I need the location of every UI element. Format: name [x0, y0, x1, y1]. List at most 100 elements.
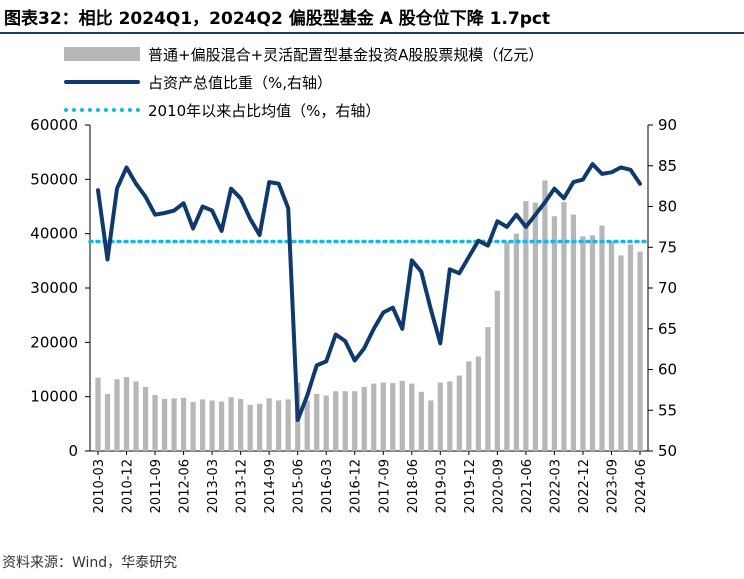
bar [456, 375, 462, 451]
bar [390, 383, 396, 451]
bar [247, 404, 253, 451]
bar [380, 382, 386, 451]
x-tick-label: 2021-06 [520, 459, 535, 513]
bar [114, 379, 120, 451]
bar [466, 361, 472, 451]
right-tick-label: 50 [658, 442, 677, 460]
axes [85, 124, 653, 455]
x-tick-label: 2018-06 [406, 459, 421, 513]
legend: 普通+偏股混合+灵活配置型基金投资A股股票规模（亿元） 占资产总值比重（%,右轴… [64, 40, 543, 124]
legend-swatch-avg [64, 108, 140, 112]
legend-label-avg: 2010年以来占比均值（%，右轴） [148, 101, 381, 120]
bar [266, 398, 272, 451]
bar [627, 244, 634, 451]
bar [361, 386, 367, 451]
left-tick-label: 0 [68, 442, 78, 460]
legend-label-bar: 普通+偏股混合+灵活配置型基金投资A股股票规模（亿元） [148, 45, 544, 64]
bar-series [95, 180, 643, 452]
bar [608, 240, 615, 451]
bar [532, 202, 539, 451]
bar [209, 400, 215, 451]
bar [171, 398, 177, 451]
x-tick-label: 2011-09 [149, 459, 164, 513]
x-tick-label: 2013-03 [206, 459, 221, 513]
bar [542, 180, 548, 452]
x-tick-label: 2010-03 [92, 459, 107, 513]
tick-labels: 0 10000 20000 30000 40000 50000 60000 50 55 60 65 7… [30, 116, 677, 513]
bar [399, 380, 405, 451]
bar [285, 399, 291, 451]
bar [494, 290, 500, 451]
bar [551, 216, 558, 451]
bar [304, 400, 310, 451]
legend-swatch-line [64, 80, 140, 84]
left-tick-label: 10000 [30, 388, 78, 406]
legend-item-bar: 普通+偏股混合+灵活配置型基金投资A股股票规模（亿元） [64, 40, 543, 68]
x-tick-label: 2013-12 [235, 459, 250, 513]
bar [437, 382, 443, 451]
legend-swatch-bar [64, 47, 140, 61]
right-tick-label: 60 [658, 361, 677, 379]
left-tick-label: 30000 [30, 279, 78, 297]
bar [485, 327, 491, 451]
x-tick-label: 2017-09 [377, 459, 392, 513]
bar [599, 225, 605, 451]
left-tick-label: 20000 [30, 333, 78, 351]
bar [409, 383, 415, 451]
chart-title: 图表32：相比 2024Q1，2024Q2 偏股型基金 A 股仓位下降 1.7p… [4, 4, 550, 29]
bar [161, 398, 168, 451]
bar [447, 381, 453, 451]
bar [142, 386, 149, 451]
bar [228, 397, 234, 451]
right-tick-label: 85 [658, 157, 677, 175]
bar [323, 395, 329, 451]
x-tick-label: 2016-12 [349, 459, 364, 513]
x-tick-label: 2020-09 [491, 459, 506, 513]
x-tick-label: 2012-06 [178, 459, 193, 513]
bar [314, 393, 320, 451]
bar [352, 391, 358, 451]
bar [589, 235, 596, 451]
bar [95, 377, 101, 451]
left-tick-label: 40000 [30, 225, 78, 243]
left-tick-label: 60000 [30, 116, 78, 134]
bar [257, 403, 263, 451]
bar [180, 397, 187, 451]
bar [618, 255, 624, 451]
right-tick-label: 80 [658, 198, 677, 216]
bar [199, 399, 206, 451]
bar [513, 233, 520, 451]
figure-number: 图表32： [4, 9, 79, 29]
source-note: 资料来源：Wind，华泰研究 [2, 555, 178, 571]
bar [523, 201, 529, 451]
bar [104, 393, 111, 451]
bar [580, 236, 586, 451]
ratio-line [96, 162, 642, 422]
bar [561, 202, 567, 451]
x-tick-label: 2010-12 [121, 459, 136, 513]
legend-label-line: 占资产总值比重（%,右轴） [148, 73, 333, 92]
x-tick-label: 2014-09 [263, 459, 278, 513]
bar [333, 391, 339, 451]
title-rule [0, 32, 744, 34]
ratio-polyline [96, 162, 642, 422]
right-tick-label: 90 [658, 116, 677, 134]
figure-title: 相比 2024Q1，2024Q2 偏股型基金 A 股仓位下降 1.7pct [78, 9, 551, 29]
bar [418, 391, 424, 451]
bar [475, 356, 481, 451]
x-tick-label: 2019-12 [463, 459, 478, 513]
x-tick-label: 2023-09 [605, 459, 620, 513]
x-tick-label: 2022-12 [577, 459, 592, 513]
bar [152, 395, 158, 451]
legend-item-avg: 2010年以来占比均值（%，右轴） [64, 96, 543, 124]
x-tick-label: 2022-03 [548, 459, 563, 513]
right-tick-label: 65 [658, 320, 677, 338]
bar [428, 400, 434, 451]
right-tick-label: 70 [658, 279, 677, 297]
bar [218, 401, 225, 451]
bar [342, 391, 348, 451]
bar [133, 381, 139, 451]
bar [570, 214, 577, 451]
left-tick-label: 50000 [30, 170, 78, 188]
